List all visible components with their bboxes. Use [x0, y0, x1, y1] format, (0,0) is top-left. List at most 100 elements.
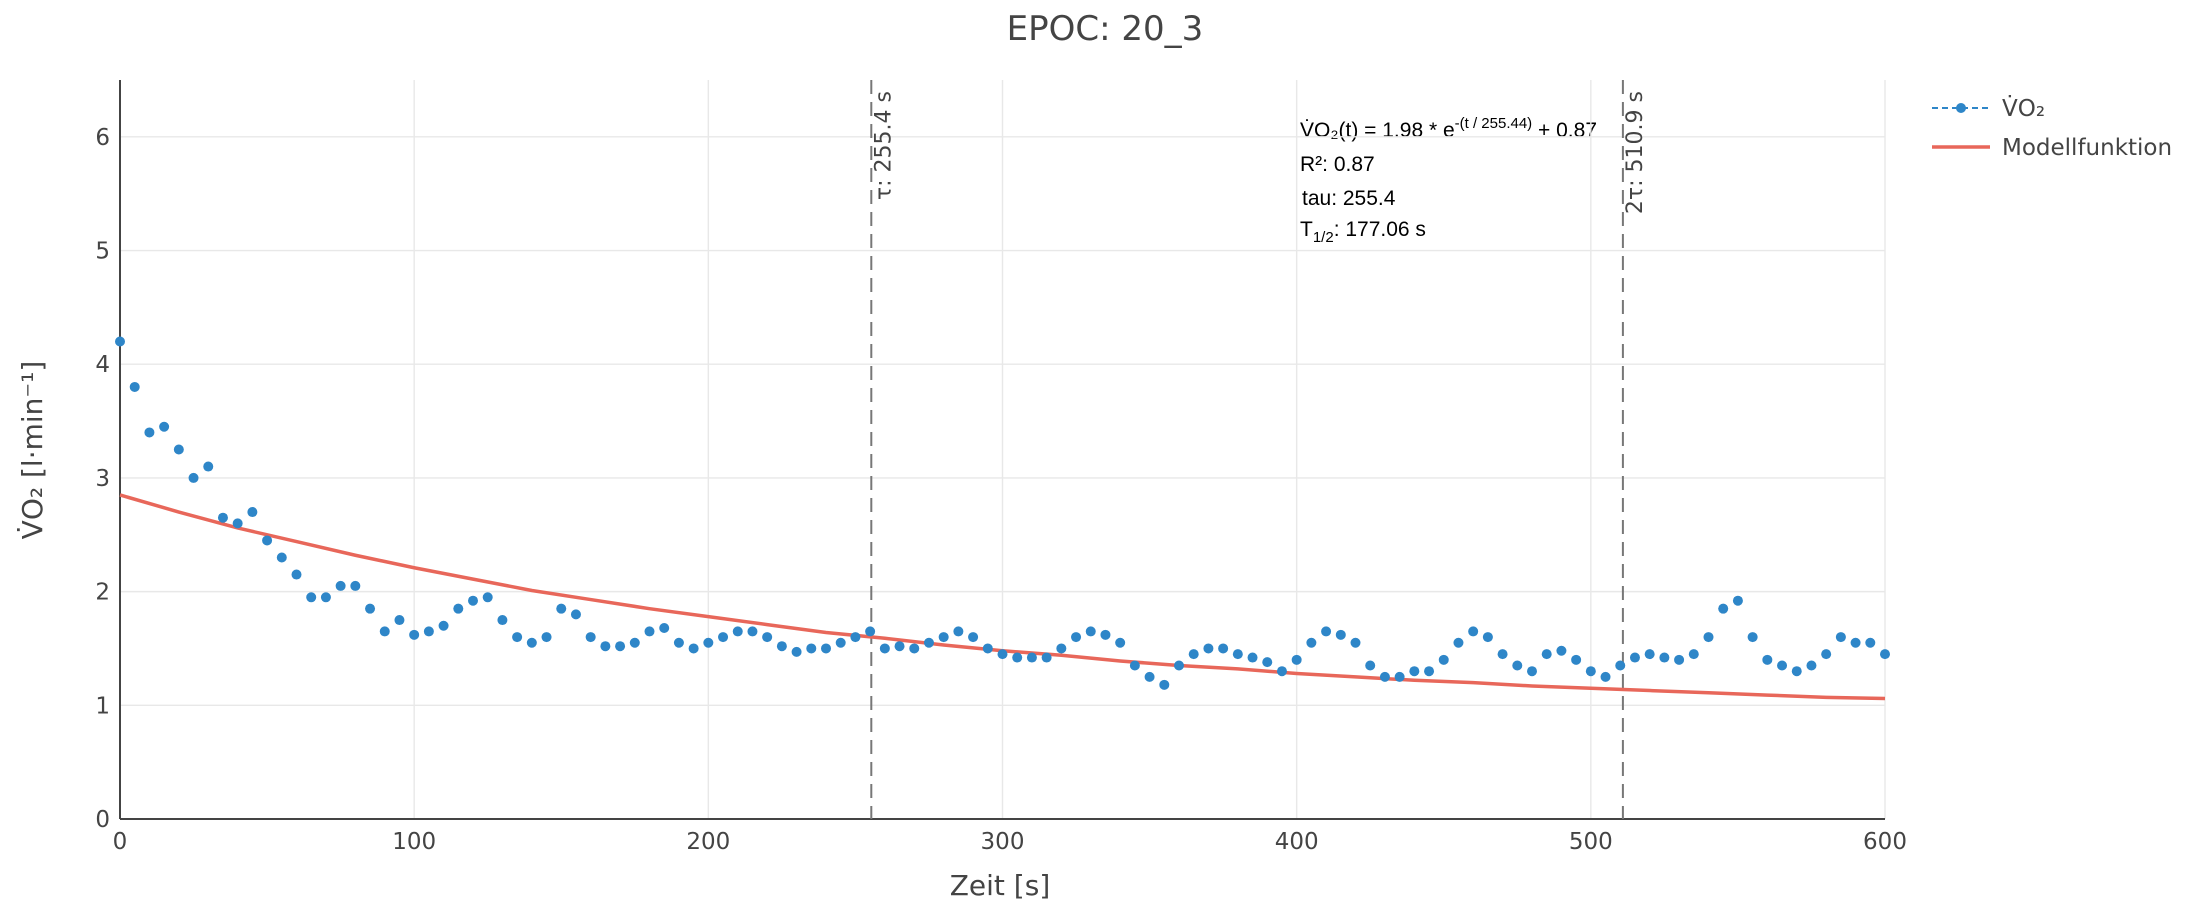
data-point — [232, 518, 243, 529]
y-tick-label: 6 — [95, 125, 110, 151]
data-point — [379, 626, 390, 637]
data-point — [1144, 671, 1155, 682]
data-point — [409, 629, 420, 640]
data-point — [1056, 643, 1067, 654]
data-point — [835, 637, 846, 648]
data-point — [1453, 637, 1464, 648]
data-point — [306, 592, 317, 603]
data-point — [188, 472, 199, 483]
data-point — [718, 632, 729, 643]
x-tick-label: 400 — [1275, 829, 1319, 855]
formula-part: V̇O₂(t) = 1.98 * e — [1300, 119, 1455, 142]
data-point — [982, 643, 993, 654]
data-point — [1115, 637, 1126, 648]
data-point — [1424, 666, 1435, 677]
data-point — [1791, 666, 1802, 677]
data-point — [865, 626, 876, 637]
data-point — [173, 444, 184, 455]
data-point — [438, 620, 449, 631]
data-point — [1012, 652, 1023, 663]
data-point — [1880, 649, 1890, 660]
y-tick-label: 2 — [95, 580, 110, 606]
data-point — [468, 595, 478, 606]
data-point — [1629, 652, 1640, 663]
data-point — [1585, 666, 1596, 677]
data-point — [894, 641, 905, 652]
data-point — [938, 632, 949, 643]
y-tick-label: 1 — [95, 693, 110, 719]
data-point — [1365, 660, 1376, 671]
formula-part: + 0.87 — [1532, 119, 1597, 142]
data-point — [1674, 654, 1685, 665]
data-point — [541, 632, 552, 643]
data-point — [1541, 649, 1552, 660]
data-point — [1865, 637, 1876, 648]
data-point — [144, 427, 155, 438]
data-point — [1188, 649, 1199, 660]
data-point — [762, 632, 773, 643]
data-point — [291, 569, 302, 580]
x-tick-label: 300 — [981, 829, 1025, 855]
x-tick-label: 100 — [392, 829, 436, 855]
data-point — [570, 609, 581, 620]
data-point — [1732, 595, 1743, 606]
data-point — [659, 622, 670, 633]
data-point — [600, 641, 611, 652]
y-axis-label: V̇O₂ [l·min⁻¹] — [16, 361, 49, 540]
data-point — [1468, 626, 1479, 637]
x-tick-label: 600 — [1863, 829, 1907, 855]
data-point — [1688, 649, 1699, 660]
data-point — [1026, 652, 1037, 663]
data-point — [1232, 649, 1243, 660]
y-tick-label: 5 — [95, 239, 110, 265]
data-point — [732, 626, 743, 637]
data-point — [776, 641, 787, 652]
legend-label: Modellfunktion — [2002, 135, 2172, 161]
reference-label: τ: 255.4 s — [871, 91, 896, 200]
data-point — [1409, 666, 1420, 677]
data-point — [1571, 654, 1582, 665]
data-point — [1159, 679, 1170, 690]
annotation-formula: V̇O₂(t) = 1.98 * e-(t / 255.44) + 0.87 — [1300, 115, 1597, 142]
data-point — [1394, 671, 1405, 682]
data-point — [1600, 671, 1611, 682]
data-point — [1306, 637, 1317, 648]
data-point — [1512, 660, 1523, 671]
data-point — [1703, 632, 1714, 643]
data-point — [909, 643, 920, 654]
data-point — [556, 603, 567, 614]
data-point — [276, 552, 287, 563]
data-point — [850, 632, 861, 643]
y-tick-label: 0 — [95, 807, 110, 833]
data-point — [1203, 643, 1214, 654]
data-point — [1821, 649, 1832, 660]
data-point — [1291, 654, 1302, 665]
data-point — [1482, 632, 1493, 643]
data-point — [615, 641, 626, 652]
data-point — [217, 512, 228, 523]
formula-exponent: -(t / 255.44) — [1455, 115, 1533, 132]
data-point — [997, 649, 1008, 660]
data-point — [1527, 666, 1537, 677]
data-point — [688, 643, 699, 654]
data-point — [497, 615, 508, 626]
data-point — [791, 646, 802, 657]
data-point — [1218, 643, 1229, 654]
data-point — [1335, 629, 1346, 640]
data-point — [1718, 603, 1729, 614]
annotation-tau: tau: 255.4 — [1302, 187, 1396, 210]
x-axis-label: Zeit [s] — [950, 869, 1051, 900]
legend-label: V̇O₂ — [2002, 95, 2045, 122]
half-life-part: : 177.06 s — [1334, 218, 1426, 241]
legend-marker — [1956, 103, 1966, 113]
data-point — [629, 637, 640, 648]
data-point — [1350, 637, 1361, 648]
data-point — [129, 381, 140, 392]
y-tick-label: 3 — [95, 466, 110, 492]
data-point — [1850, 637, 1861, 648]
data-point — [1806, 660, 1817, 671]
data-point — [1644, 649, 1655, 660]
data-point — [879, 643, 890, 654]
data-point — [453, 603, 464, 614]
